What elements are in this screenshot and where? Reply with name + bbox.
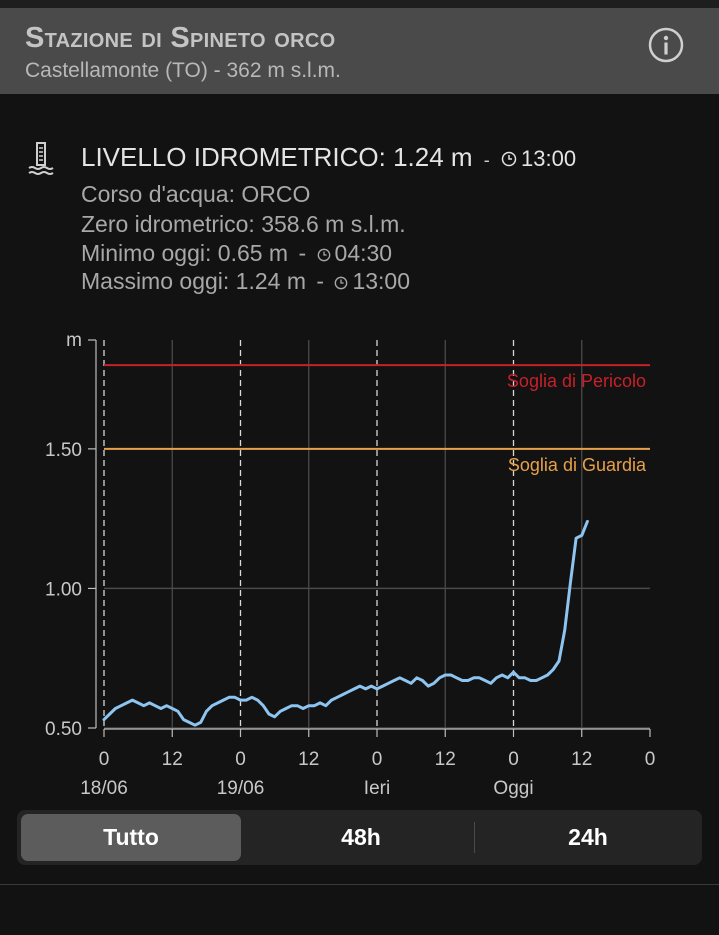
separator: - — [483, 150, 490, 170]
x-tick-label: 12 — [571, 749, 592, 770]
clock-icon — [335, 276, 348, 290]
status-strip — [0, 0, 719, 8]
station-title: Stazione di Spineto orco — [25, 22, 336, 54]
time-range-selector: Tutto 48h 24h — [17, 810, 702, 865]
clock-icon — [317, 248, 330, 262]
segment-divider — [474, 822, 475, 853]
x-tick-label: 0 — [372, 749, 383, 770]
water-level-series — [102, 519, 589, 727]
max-today: Massimo oggi: 1.24 m - 13:00 — [81, 268, 410, 295]
threshold-label: Soglia di Guardia — [508, 455, 647, 475]
threshold-label: Soglia di Pericolo — [507, 371, 646, 391]
separator: - — [316, 268, 325, 294]
x-tick-label: 0 — [235, 749, 246, 770]
max-time: 13:00 — [352, 268, 410, 294]
y-axis-unit: m — [66, 330, 82, 351]
water-level-chart: m 0.50 1.00 1.50 0 12 0 12 0 12 0 12 0 18/06 19/06 Ieri… — [45, 330, 656, 799]
day-label: 19/06 — [217, 778, 265, 799]
x-tick-label: 12 — [435, 749, 456, 770]
y-tick-label: 1.00 — [45, 579, 82, 600]
y-tick-label: 1.50 — [45, 440, 82, 461]
tab-24h[interactable]: 24h — [568, 824, 608, 850]
min-today: Minimo oggi: 0.65 m - 04:30 — [81, 240, 392, 267]
station-subtitle: Castellamonte (TO) - 362 m s.l.m. — [25, 59, 341, 82]
x-tick-label: 12 — [162, 749, 183, 770]
x-tick-label: 12 — [298, 749, 319, 770]
day-label: Oggi — [493, 778, 533, 799]
y-tick-label: 0.50 — [45, 719, 82, 740]
bottom-divider — [0, 884, 719, 885]
tab-48h[interactable]: 48h — [341, 824, 381, 850]
min-time: 04:30 — [334, 240, 393, 266]
station-header: Stazione di Spineto orco Castellamonte (… — [0, 8, 719, 94]
reading-time: 13:00 — [521, 146, 577, 171]
x-tick-label: 0 — [508, 749, 519, 770]
min-label: Minimo oggi: 0.65 m — [81, 240, 289, 266]
separator: - — [298, 240, 307, 266]
hydrometric-zero: Zero idrometrico: 358.6 m s.l.m. — [81, 211, 406, 237]
max-label: Massimo oggi: 1.24 m — [81, 268, 306, 294]
current-level-reading: LIVELLO IDROMETRICO: 1.24 m - 13:00 — [81, 142, 576, 173]
river-name: Corso d'acqua: ORCO — [81, 181, 311, 207]
water-gauge-icon — [28, 142, 54, 175]
day-label: Ieri — [364, 778, 390, 799]
clock-icon — [501, 151, 517, 167]
tab-tutto[interactable]: Tutto — [21, 814, 241, 861]
level-label: LIVELLO IDROMETRICO: 1.24 m — [81, 142, 473, 172]
info-icon[interactable] — [648, 27, 684, 63]
day-label: 18/06 — [80, 778, 128, 799]
x-tick-label: 0 — [645, 749, 656, 770]
x-tick-label: 0 — [99, 749, 110, 770]
